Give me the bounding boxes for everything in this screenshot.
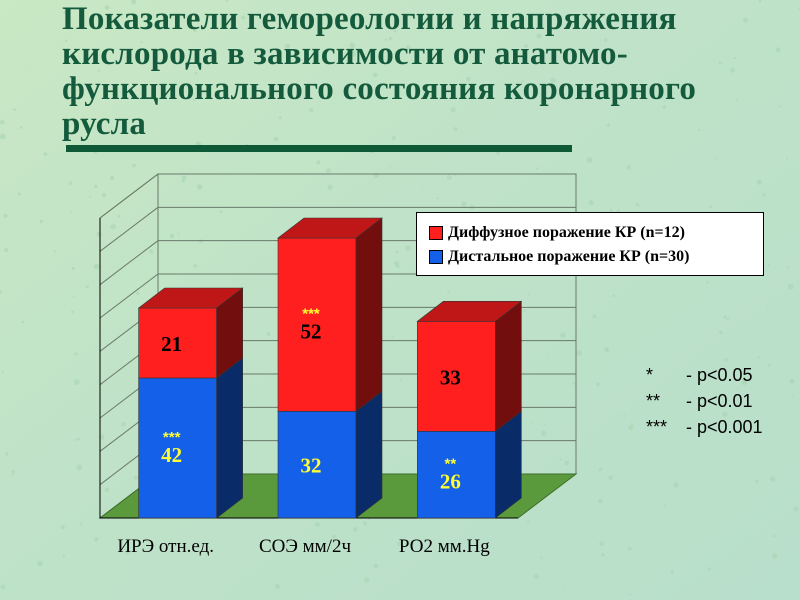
bar-segment-diffuse: [138, 307, 217, 379]
bar-value-label: 32: [301, 454, 322, 478]
bar-segment-distal-side: [355, 390, 383, 519]
significance-row: * - p<0.05: [646, 362, 763, 388]
significance-text: - p<0.05: [686, 365, 753, 385]
bar-segment-diffuse: [277, 237, 357, 412]
bar-segment-diffuse-side: [355, 217, 383, 412]
legend-swatch-diffuse: [429, 226, 443, 240]
x-tick-label: ИРЭ отн.ед.: [117, 536, 214, 557]
bar-segment-diffuse-top: [137, 287, 244, 309]
significance-symbol: *: [646, 365, 654, 385]
gridline-side: [99, 273, 159, 319]
significance-text: - p<0.01: [686, 391, 753, 411]
bar-value-label: 33: [440, 365, 461, 389]
legend-item-diffuse: Диффузное поражение КР (n=12): [429, 223, 685, 243]
bar-segment-distal: [277, 411, 357, 519]
legend-label-diffuse: Диффузное поражение КР (n=12): [448, 224, 685, 241]
gridline-side: [99, 206, 159, 252]
bar-segment-distal-side: [216, 357, 243, 519]
gridline-side: [99, 240, 159, 286]
legend-item-distal: Дистальное поражение КР (n=30): [429, 247, 689, 267]
x-tick-label: РО2 мм.Hg: [399, 536, 490, 557]
significance-key: * - p<0.05 ** - p<0.01 *** - p<0.001: [646, 362, 763, 440]
x-tick-label: СОЭ мм/2ч: [259, 536, 352, 557]
bar-segment-diffuse-side: [495, 300, 522, 432]
bar-value-label: 42: [161, 443, 182, 467]
significance-row: ** - p<0.01: [646, 388, 763, 414]
title-underline: [66, 145, 572, 152]
significance-marker: ***: [302, 306, 320, 323]
bar-segment-diffuse-top: [416, 301, 523, 322]
bar-value-label: 26: [440, 470, 461, 494]
significance-marker: **: [444, 456, 456, 473]
bar-segment-diffuse-top: [277, 217, 383, 239]
legend-label-distal: Дистальное поражение КР (n=30): [448, 248, 690, 265]
bar-value-label: 52: [301, 320, 322, 344]
significance-row: *** - p<0.001: [646, 414, 763, 440]
chart-legend: Диффузное поражение КР (n=12) Дистальное…: [416, 212, 764, 276]
significance-marker: ***: [163, 429, 181, 446]
significance-symbol: **: [646, 391, 661, 411]
bar-segment-distal: [417, 431, 496, 519]
slide-title: Показатели гемореологии и напряжения кис…: [62, 1, 697, 142]
gridline-side: [99, 173, 159, 219]
significance-symbol: ***: [646, 417, 668, 437]
bar-segment-diffuse: [417, 321, 496, 432]
legend-swatch-distal: [429, 250, 443, 264]
significance-text: - p<0.001: [686, 417, 763, 437]
bar-value-label: 21: [161, 332, 182, 356]
